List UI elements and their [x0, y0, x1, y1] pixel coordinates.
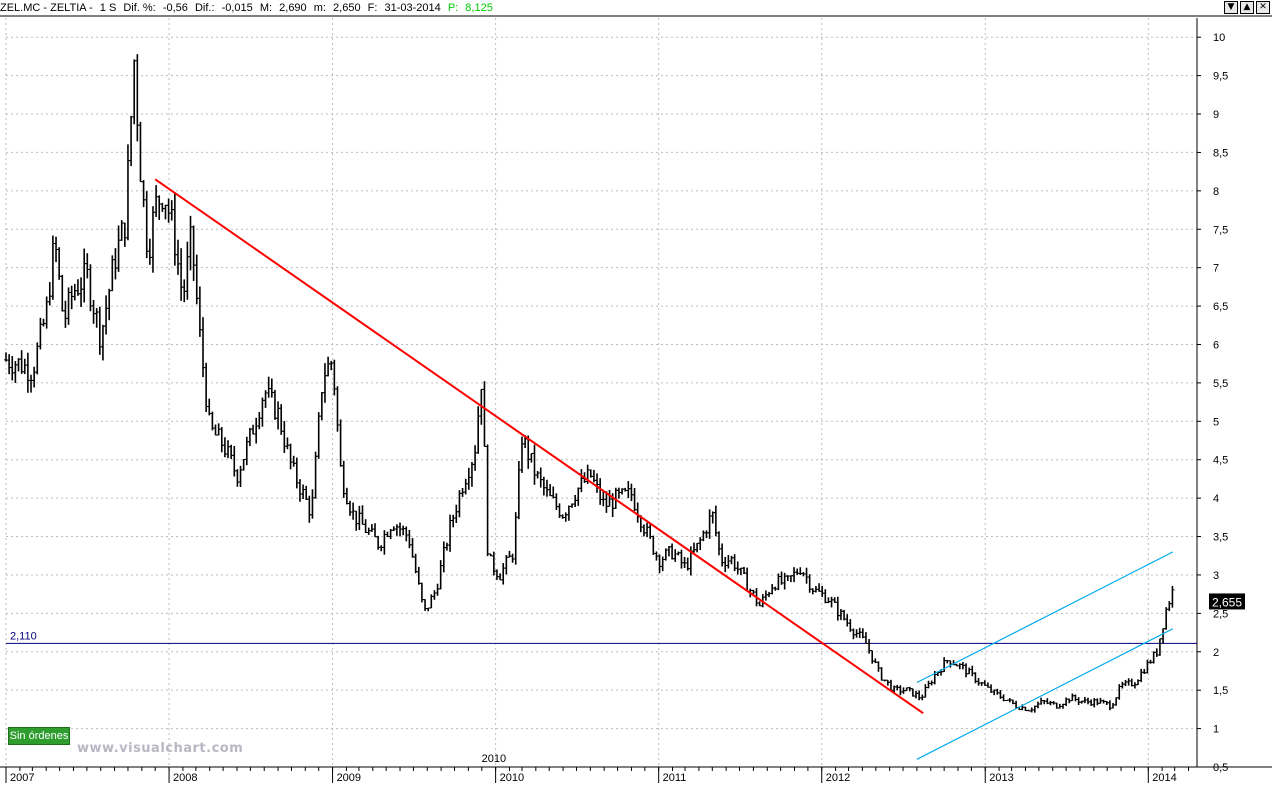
dif-pct-value: -0,56: [162, 2, 188, 14]
x-tick-label: 2007: [10, 772, 34, 784]
y-tick-label: 9: [1213, 109, 1219, 121]
y-tick-label: 2,5: [1213, 608, 1228, 620]
low-label: m:: [313, 2, 326, 14]
y-tick-label: 9,5: [1213, 71, 1228, 83]
y-tick-label: 4: [1213, 493, 1219, 505]
y-tick-label: 7: [1213, 263, 1219, 275]
chart-header: ZEL.MC - ZELTIA - 1 S Dif. %: -0,56 Dif.…: [0, 0, 497, 16]
y-tick-label: 7,5: [1213, 224, 1228, 236]
y-tick-label: 5: [1213, 416, 1219, 428]
support-line-label: 2,110: [10, 630, 37, 642]
last-price-box: [1209, 593, 1245, 610]
y-tick-label: 3: [1213, 570, 1219, 582]
y-tick-label: 5,5: [1213, 378, 1228, 390]
orders-status-badge[interactable]: Sin órdenes: [8, 727, 70, 745]
y-tick-label: 1: [1213, 724, 1219, 736]
y-tick-label: 2: [1213, 647, 1219, 659]
timeframe-label[interactable]: 1 S: [99, 2, 117, 14]
y-tick-label: 3,5: [1213, 532, 1228, 544]
y-tick-label: 1,5: [1213, 685, 1228, 697]
high-label: M:: [259, 2, 273, 14]
date-label: F:: [367, 2, 378, 14]
dif-label: Dif.:: [194, 2, 215, 14]
labels-layer: 2010 2,110 2,655: [10, 593, 1245, 765]
dif-value: -0,015: [221, 2, 253, 14]
maximize-button[interactable]: ▲: [1240, 1, 1254, 14]
low-value: 2,650: [333, 2, 361, 14]
date-value: 31-03-2014: [384, 2, 441, 14]
axis-layer: 10 9,5 9 8,5 8 7,5 7 6,5 6 5,5 5 4,5 4 3,5 3 2,5 2 1,5 1 0,…: [0, 15, 1272, 784]
window-buttons: ▼ ▲ ✕: [1224, 1, 1270, 14]
x-tick-label: 2008: [173, 772, 197, 784]
y-tick-label: 8: [1213, 186, 1219, 198]
x-tick-label: 2012: [826, 772, 850, 784]
y-tick-label: 6,5: [1213, 301, 1228, 313]
last-price-label: 2,655: [1212, 595, 1242, 609]
grid-layer: [5, 18, 1197, 768]
x-tick-label: 2010: [500, 772, 524, 784]
minimize-button[interactable]: ▼: [1224, 1, 1238, 14]
price-bars-layer: [4, 54, 1175, 713]
trendlines-layer: [154, 178, 1174, 760]
channel-upper-line: [916, 551, 1174, 684]
downtrend-line: [154, 178, 924, 715]
y-tick-label: 8,5: [1213, 147, 1228, 159]
x-tick-label: 2011: [663, 772, 687, 784]
y-tick-label: 4,5: [1213, 455, 1228, 467]
y-tick-label: 10: [1213, 32, 1225, 44]
y-tick-label: 6: [1213, 339, 1219, 351]
watermark: www.visualchart.com: [77, 741, 244, 756]
dif-pct-label: Dif. %:: [123, 2, 156, 14]
channel-lower-line: [916, 628, 1174, 760]
x-extra-label: 2010: [482, 753, 506, 765]
y-tick-label: 0,5: [1213, 762, 1228, 774]
p-value: 8,125: [465, 2, 493, 14]
x-tick-label: 2014: [1152, 772, 1176, 784]
p-label: P:: [447, 2, 459, 14]
x-tick-label: 2009: [337, 772, 361, 784]
high-value: 2,690: [279, 2, 307, 14]
close-button[interactable]: ✕: [1256, 1, 1270, 14]
x-tick-label: 2013: [989, 772, 1013, 784]
symbol-label: ZEL.MC - ZELTIA -: [0, 2, 93, 14]
